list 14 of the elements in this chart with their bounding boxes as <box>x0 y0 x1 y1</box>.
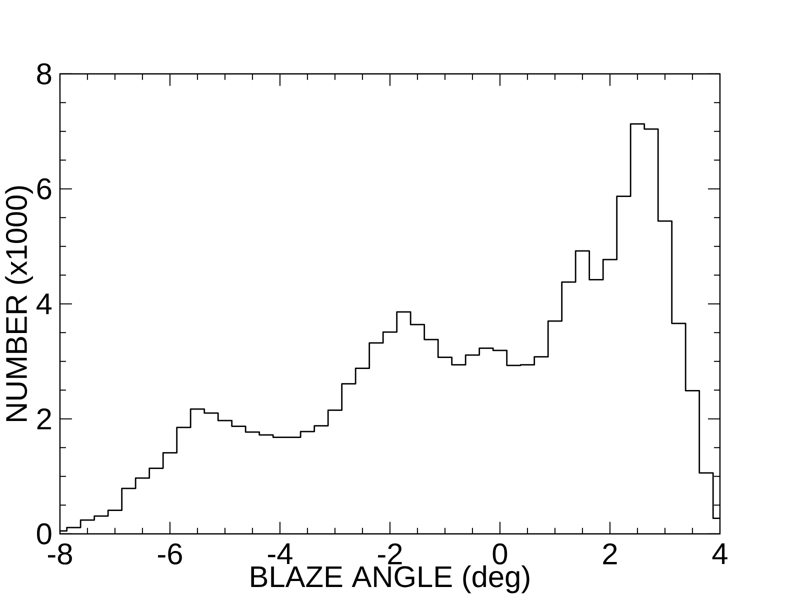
x-tick-label: -8 <box>48 543 72 565</box>
x-axis-title: BLAZE ANGLE (deg) <box>251 565 530 594</box>
x-tick-label: -6 <box>158 543 182 565</box>
y-tick-label: 2 <box>37 408 51 430</box>
y-tick-label: 0 <box>36 523 52 544</box>
y-tick-label: 6 <box>37 178 52 200</box>
y-tick-label: 4 <box>36 294 52 314</box>
y-axis-title: NUMBER (x1000) <box>5 186 33 421</box>
y-tick-label: 8 <box>37 63 52 84</box>
x-tick-label: 0 <box>492 543 508 565</box>
x-tick-label: 4 <box>712 543 728 564</box>
x-tick-label: -2 <box>378 543 402 564</box>
x-tick-label: 2 <box>603 543 617 564</box>
x-tick-label: -4 <box>268 543 292 564</box>
